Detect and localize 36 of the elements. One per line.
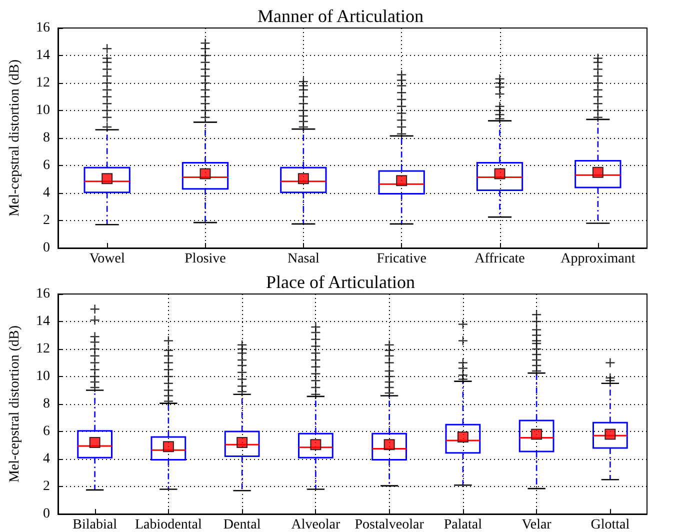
x-tick-label: Dental (223, 518, 261, 532)
x-tick-label: Affricate (474, 252, 525, 266)
x-tick-label: Glottal (590, 518, 630, 532)
y-tick-label: 8 (43, 396, 50, 412)
y-tick-label: 10 (36, 103, 50, 118)
x-tick-label: Palatal (444, 518, 482, 532)
x-tick-label: Fricative (376, 252, 426, 266)
y-tick-label: 14 (36, 314, 50, 329)
x-tick-label: Approximant (560, 252, 636, 266)
y-tick-label: 0 (43, 240, 50, 256)
y-tick-label: 12 (36, 342, 50, 356)
x-tick-label: Postalveolar (354, 518, 424, 532)
y-tick-label: 10 (36, 369, 50, 384)
y-tick-label: 0 (43, 506, 50, 522)
y-tick-label: 6 (43, 158, 50, 173)
y-tick-label: 16 (36, 286, 50, 302)
chart-title: Place of Articulation (266, 272, 415, 292)
x-tick-label: Alveolar (291, 518, 341, 532)
y-tick-label: 16 (36, 20, 50, 36)
x-tick-label: Labiodental (135, 518, 202, 532)
x-tick-label: Velar (522, 518, 552, 532)
chart-title: Manner of Articulation (258, 6, 424, 26)
y-tick-label: 4 (43, 186, 50, 200)
y-axis-title: Mel-cepstral distortion (dB) (8, 325, 22, 483)
x-tick-label: Bilabial (72, 518, 118, 532)
y-tick-label: 14 (36, 48, 50, 63)
y-tick-label: 2 (43, 213, 50, 228)
x-tick-label: Vowel (89, 252, 125, 266)
y-tick-label: 12 (36, 76, 50, 90)
y-tick-label: 2 (43, 479, 50, 494)
x-tick-label: Plosive (184, 252, 226, 266)
y-tick-label: 8 (43, 130, 50, 146)
y-tick-label: 4 (43, 452, 50, 466)
y-axis-title: Mel-cepstral distortion (dB) (8, 59, 22, 217)
x-tick-label: Nasal (287, 252, 320, 266)
y-tick-label: 6 (43, 424, 50, 439)
